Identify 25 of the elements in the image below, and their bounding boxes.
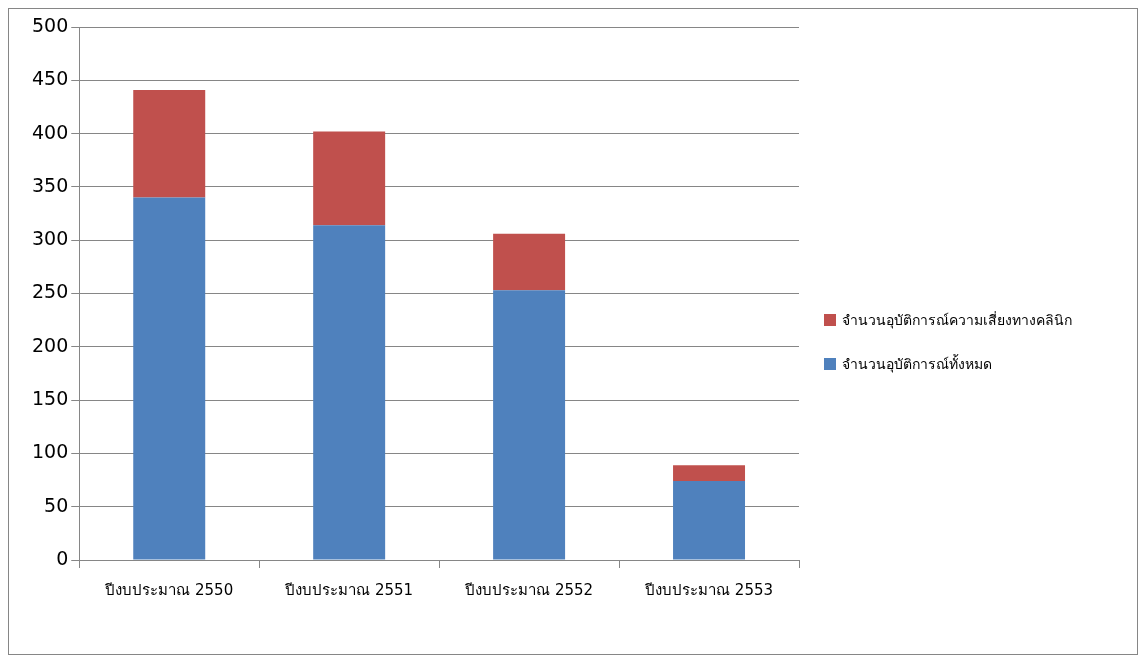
y-tick-label: 250 [32, 280, 69, 303]
y-tick-label: 200 [32, 333, 69, 356]
x-tick-label: ปีงบประมาณ 2551 [284, 580, 414, 599]
legend-label: จำนวนอุบัติการณ์ทั้งหมด [842, 353, 992, 375]
bar [313, 131, 386, 226]
bar [133, 197, 206, 560]
y-tick-label: 300 [32, 227, 69, 250]
y-tick-label: 450 [32, 67, 69, 90]
x-tick-label: ปีงบประมาณ 2553 [644, 580, 774, 599]
bar [133, 89, 206, 198]
y-tick-label: 0 [56, 546, 69, 569]
legend-label: จำนวนอุบัติการณ์ความเสี่ยงทางคลินิก [842, 310, 1072, 331]
y-tick-label: 100 [32, 440, 69, 463]
y-tick-label: 400 [32, 120, 69, 143]
x-tick-label: ปีงบประมาณ 2550 [104, 580, 234, 599]
bar [493, 233, 566, 291]
y-tick-label: 50 [44, 493, 69, 516]
y-tick-label: 500 [32, 13, 69, 36]
bar [493, 290, 566, 560]
y-tick-label: 150 [32, 387, 69, 410]
x-tick-label: ปีงบประมาณ 2552 [464, 580, 594, 599]
bar [313, 225, 386, 560]
y-tick-label: 350 [32, 173, 69, 196]
bar [673, 481, 746, 560]
bar [673, 465, 746, 482]
